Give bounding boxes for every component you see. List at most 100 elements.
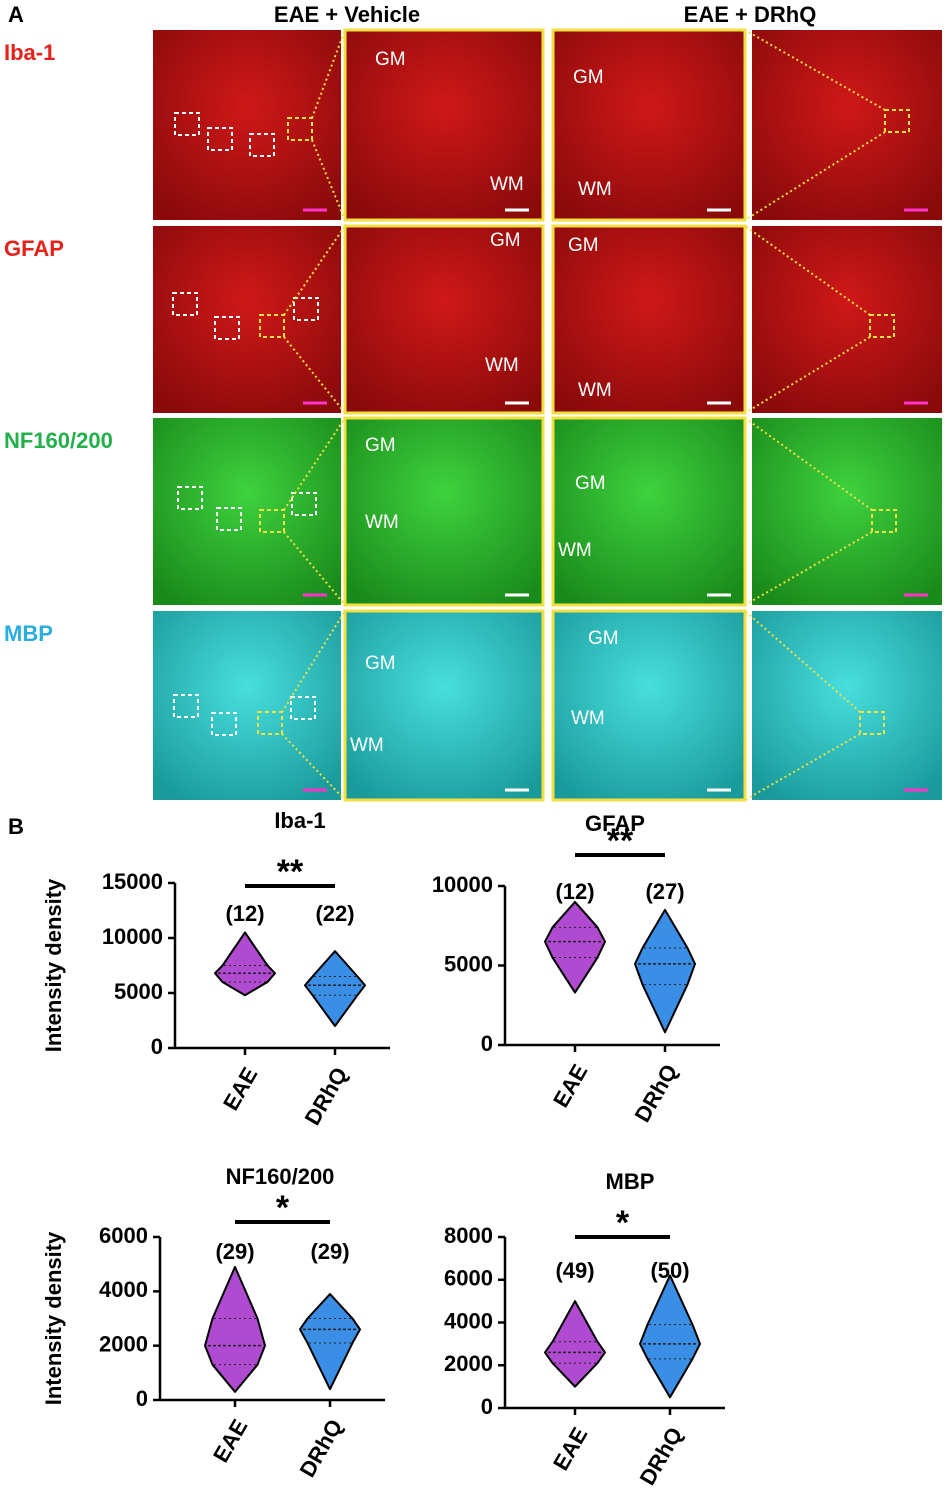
y-tick-label: 5000 [444, 951, 493, 976]
y-tick-label: 5000 [114, 979, 163, 1004]
roi-box [287, 117, 313, 141]
n-label: (22) [315, 901, 354, 926]
column-header: EAE + DRhQ [684, 2, 817, 27]
y-axis-label: Intensity density [41, 1231, 66, 1405]
y-tick-label: 10000 [432, 872, 493, 897]
connector [283, 531, 346, 606]
violin [639, 1274, 701, 1399]
y-tick-label: 2000 [99, 1331, 148, 1356]
micrograph-section [153, 30, 341, 220]
micrograph-inset [551, 28, 747, 222]
row-label: MBP [4, 621, 53, 646]
n-label: (29) [310, 1239, 349, 1264]
panel-label: A [8, 2, 24, 27]
violin [304, 950, 366, 1027]
connector [744, 336, 871, 414]
n-label: (27) [645, 879, 684, 904]
y-tick-label: 6000 [99, 1223, 148, 1248]
y-tick-label: 4000 [444, 1308, 493, 1333]
micrograph-inset [551, 609, 747, 802]
chart-title: NF160/200 [226, 1164, 335, 1189]
violin [299, 1293, 361, 1391]
roi-box [291, 492, 317, 516]
roi-box [871, 509, 897, 533]
roi-box [172, 292, 198, 316]
connector [744, 29, 886, 111]
roi-box [257, 711, 283, 735]
y-tick-label: 6000 [444, 1266, 493, 1291]
x-tick-label: DRhQ [630, 1060, 683, 1126]
region-label: WM [490, 174, 524, 195]
micrograph-inset [551, 416, 747, 607]
roi-box [259, 509, 285, 533]
micrograph-section [752, 226, 942, 413]
micrograph-inset [343, 28, 545, 222]
n-label: (12) [225, 901, 264, 926]
n-label: (50) [650, 1258, 689, 1283]
chart-title: GFAP [585, 811, 645, 836]
y-axis-label: Intensity density [41, 878, 66, 1052]
roi-box [290, 696, 316, 720]
y-tick-label: 4000 [99, 1277, 148, 1302]
y-tick-label: 0 [481, 1394, 493, 1419]
connector [744, 610, 861, 713]
row-label: GFAP [4, 236, 64, 261]
micrograph-section [752, 30, 942, 220]
x-tick-label: EAE [548, 1423, 592, 1475]
significance-stars: ** [277, 853, 304, 891]
n-label: (12) [555, 879, 594, 904]
roi-box [859, 711, 885, 735]
micrograph-section [153, 418, 341, 605]
micrograph-inset [551, 224, 747, 415]
region-label: WM [350, 735, 384, 756]
roi-box [214, 316, 240, 340]
significance-stars: ** [607, 822, 634, 860]
micrograph-section [153, 226, 341, 413]
roi-box [211, 712, 237, 736]
x-tick-label: DRhQ [295, 1415, 348, 1481]
micrograph-section [153, 611, 341, 800]
region-label: GM [490, 230, 521, 251]
micrograph-inset [343, 416, 545, 607]
column-header: EAE + Vehicle [274, 2, 420, 27]
region-label: WM [485, 355, 519, 376]
x-tick-label: DRhQ [635, 1423, 688, 1489]
region-label: GM [568, 235, 599, 256]
region-label: GM [365, 653, 396, 674]
roi-box [293, 297, 319, 321]
violin [634, 908, 696, 1034]
micrograph-section [752, 611, 942, 800]
micrograph-inset [343, 609, 545, 802]
roi-box [884, 109, 910, 133]
connector [311, 29, 346, 119]
row-label: NF160/200 [4, 428, 113, 453]
violin [544, 900, 606, 994]
connector [744, 225, 871, 316]
connector [744, 733, 861, 801]
roi-box [249, 133, 275, 157]
violin [204, 1265, 266, 1393]
n-label: (29) [215, 1239, 254, 1264]
region-label: WM [571, 708, 605, 729]
y-tick-label: 10000 [102, 924, 163, 949]
row-label: Iba-1 [4, 40, 55, 65]
significance-stars: * [276, 1189, 290, 1227]
roi-box [173, 694, 199, 718]
significance-stars: * [616, 1204, 630, 1242]
connector [283, 417, 346, 511]
region-label: WM [578, 380, 612, 401]
region-label: GM [588, 628, 619, 649]
violin [544, 1300, 606, 1388]
connector [744, 417, 873, 511]
roi-box [216, 507, 242, 531]
x-tick-label: EAE [548, 1060, 592, 1112]
roi-box [174, 112, 200, 136]
region-label: GM [573, 67, 604, 88]
violin [214, 931, 276, 997]
region-label: GM [365, 435, 396, 456]
chart-title: MBP [606, 1169, 655, 1194]
micrograph-inset [343, 224, 545, 415]
x-tick-label: EAE [218, 1063, 262, 1115]
y-tick-label: 8000 [444, 1223, 493, 1248]
